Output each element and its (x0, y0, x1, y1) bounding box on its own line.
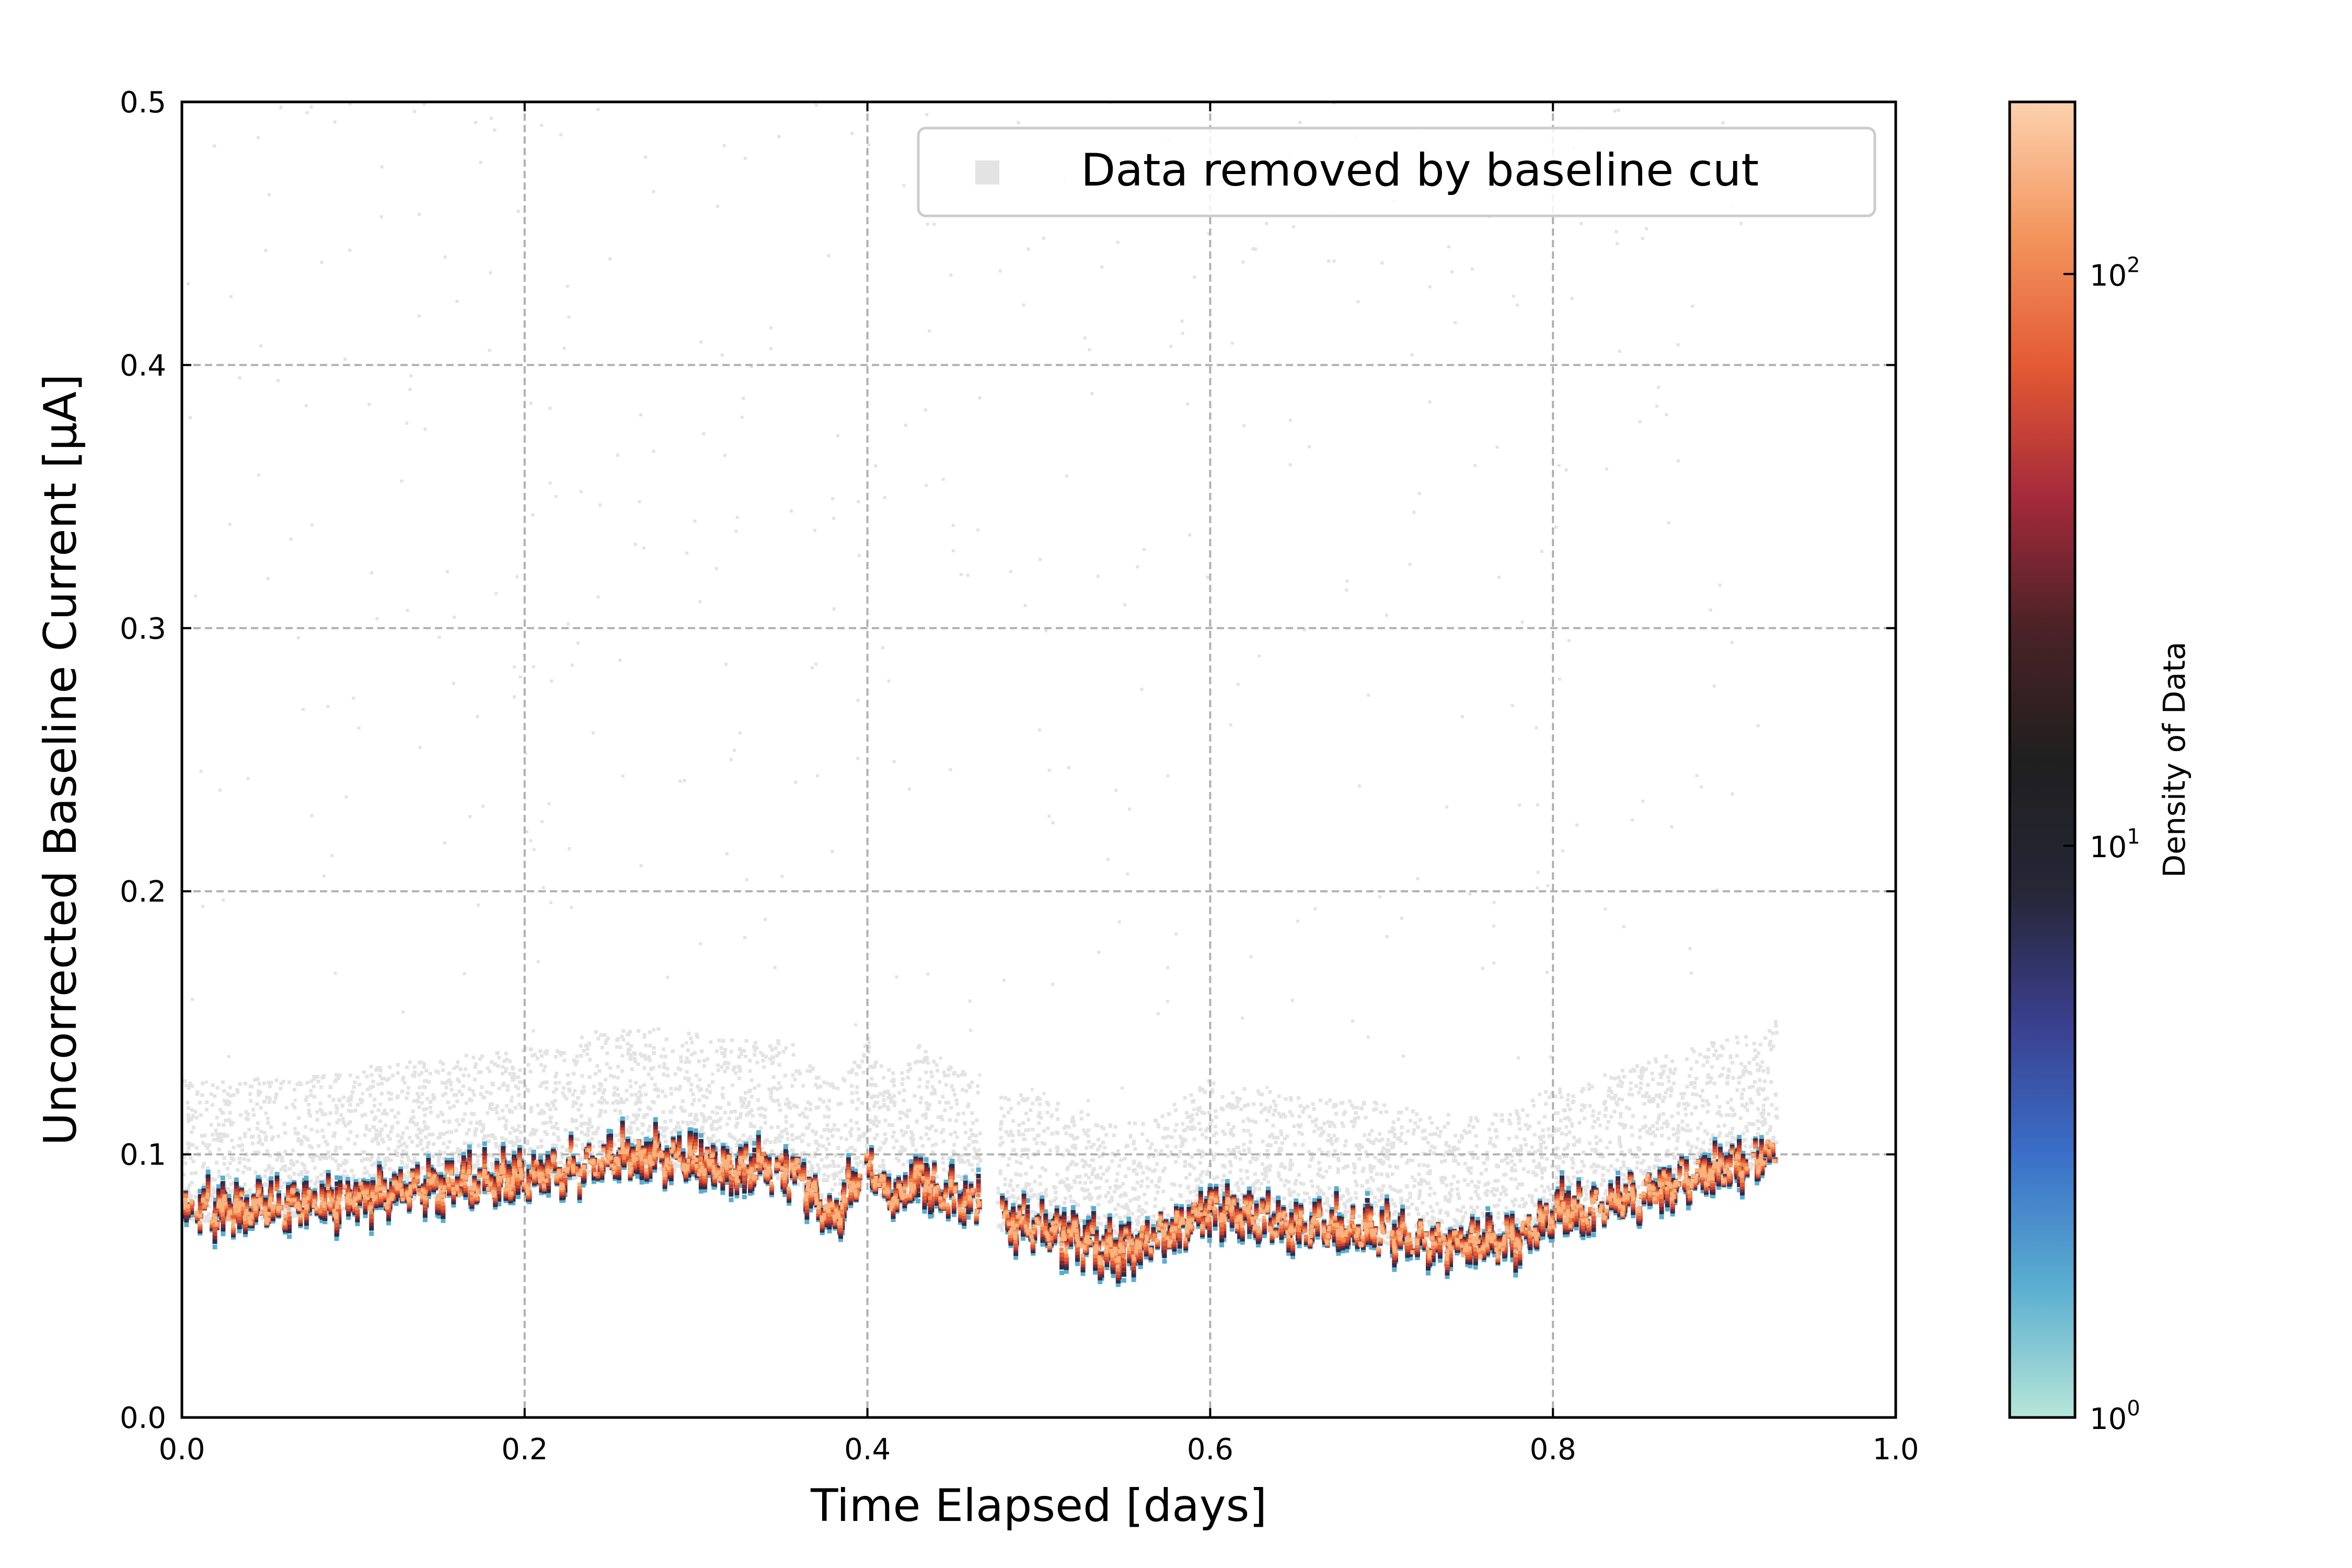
y-tick-label: 0.5 (120, 86, 166, 120)
removed-data-points (182, 102, 1779, 1263)
colorbar-tick-label: 100 (2090, 1397, 2140, 1436)
grid-lines (182, 102, 1896, 1417)
y-axis-title: Uncorrected Baseline Current [µA] (34, 374, 87, 1145)
y-tick-label: 0.0 (120, 1401, 166, 1435)
x-axis-title: Time Elapsed [days] (810, 1480, 1267, 1532)
colorbar-tick-label: 101 (2090, 825, 2140, 864)
legend: Data removed by baseline cut (917, 126, 1876, 217)
x-tick-label: 0.4 (844, 1433, 891, 1467)
y-tick-label: 0.4 (120, 349, 166, 383)
density-trace-layer (182, 1116, 1778, 1287)
x-tick-label: 0.6 (1187, 1433, 1233, 1467)
x-tick-label: 0.8 (1530, 1433, 1576, 1467)
colorbar-tick-label: 102 (2090, 253, 2140, 293)
y-tick-label: 0.2 (120, 875, 166, 909)
y-tick-label: 0.1 (120, 1138, 166, 1172)
colorbar-title: Density of Data (2157, 642, 2192, 878)
legend-swatch (975, 160, 999, 185)
legend-label: Data removed by baseline cut (1081, 144, 1759, 197)
removed-data-layer (182, 102, 1779, 1263)
legend-box (917, 126, 1876, 217)
x-tick-label: 0.2 (501, 1433, 548, 1467)
colorbar: 100 101 102 Density of Data (2008, 100, 2192, 1436)
y-tick-label: 0.3 (120, 612, 166, 646)
colorbar-ticks: 100 101 102 (2063, 253, 2140, 1436)
colorbar-gradient (2008, 100, 2077, 1419)
axis-ticks: 0.0 0.2 0.4 0.6 0.8 1.0 0.0 0.1 0.2 0.3 0.4 0.5 (120, 86, 1919, 1467)
density-layer-6 (182, 1137, 1777, 1269)
x-tick-label: 0.0 (158, 1433, 205, 1467)
plot-frame (180, 100, 1897, 1419)
x-tick-label: 1.0 (1872, 1433, 1919, 1467)
